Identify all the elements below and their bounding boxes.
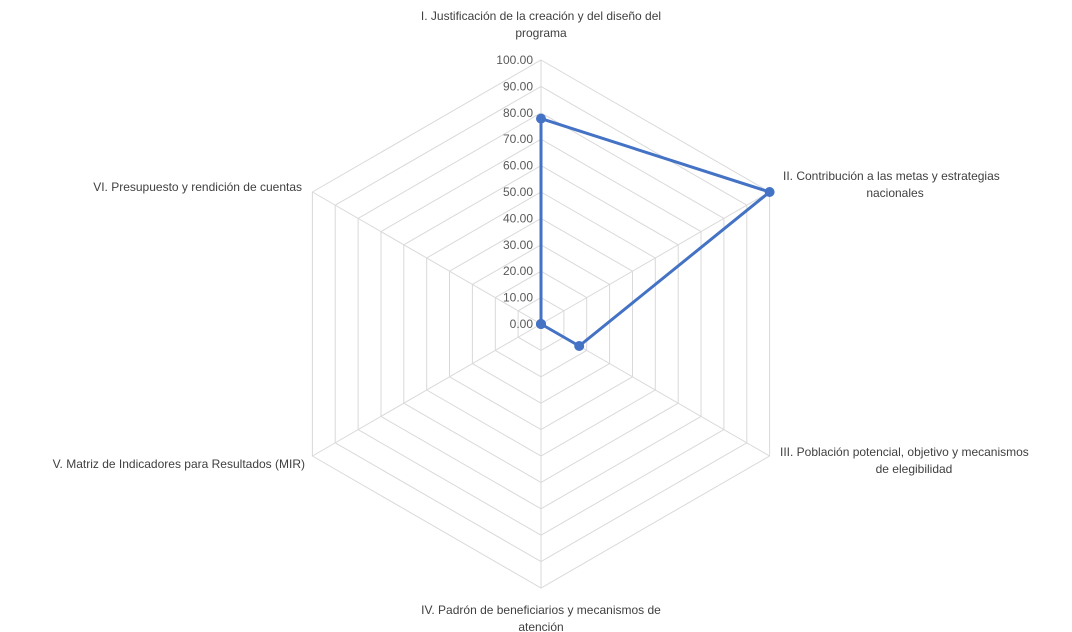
data-point [574,341,585,351]
radial-tick-label: 0.00 [510,317,534,331]
radial-tick-label: 90.00 [503,79,533,93]
category-label: III. Población potencial, objetivo y mec… [780,445,1029,476]
category-label: I. Justificación de la creación y del di… [421,9,661,40]
tick-label-layer: 0.00 10.00 20.00 30.00 40.00 50.00 60.00 70.00 8… [496,53,533,331]
category-label-line: VI. Presupuesto y rendición de cuentas [93,180,302,194]
radial-tick-label: 80.00 [503,106,533,120]
category-label: VI. Presupuesto y rendición de cuentas [93,180,302,194]
radial-tick-label: 70.00 [503,132,533,146]
category-label-line: II. Contribución a las metas y estrategi… [783,169,1000,183]
radial-tick-label: 40.00 [503,211,533,225]
data-point [536,319,546,329]
category-label-line: nacionales [866,186,923,200]
radial-tick-label: 60.00 [503,159,533,173]
radial-tick-label: 30.00 [503,238,533,252]
spoke-line [312,323,542,457]
category-label-line: atención [518,620,563,632]
category-label-line: I. Justificación de la creación y del di… [421,9,661,23]
category-label-line: IV. Padrón de beneficiarios y mecanismos… [421,603,661,617]
category-label-line: de elegibilidad [876,462,953,476]
data-point [536,113,546,124]
radial-tick-label: 100.00 [496,53,533,67]
category-label-line: III. Población potencial, objetivo y mec… [780,445,1029,459]
radial-tick-label: 20.00 [503,264,533,278]
category-label-line: programa [515,26,567,40]
category-label-layer: I. Justificación de la creación y del di… [53,9,1029,632]
spoke-line [312,191,542,325]
radial-tick-label: 50.00 [503,185,533,199]
radial-tick-label: 10.00 [503,291,533,305]
data-point [764,187,775,197]
category-label-line: V. Matriz de Indicadores para Resultados… [53,457,305,471]
category-label: V. Matriz de Indicadores para Resultados… [53,457,305,471]
spoke-line [540,191,770,325]
category-label: IV. Padrón de beneficiarios y mecanismos… [421,603,661,632]
category-label: II. Contribución a las metas y estrategi… [783,169,1000,200]
series-layer [536,113,775,351]
